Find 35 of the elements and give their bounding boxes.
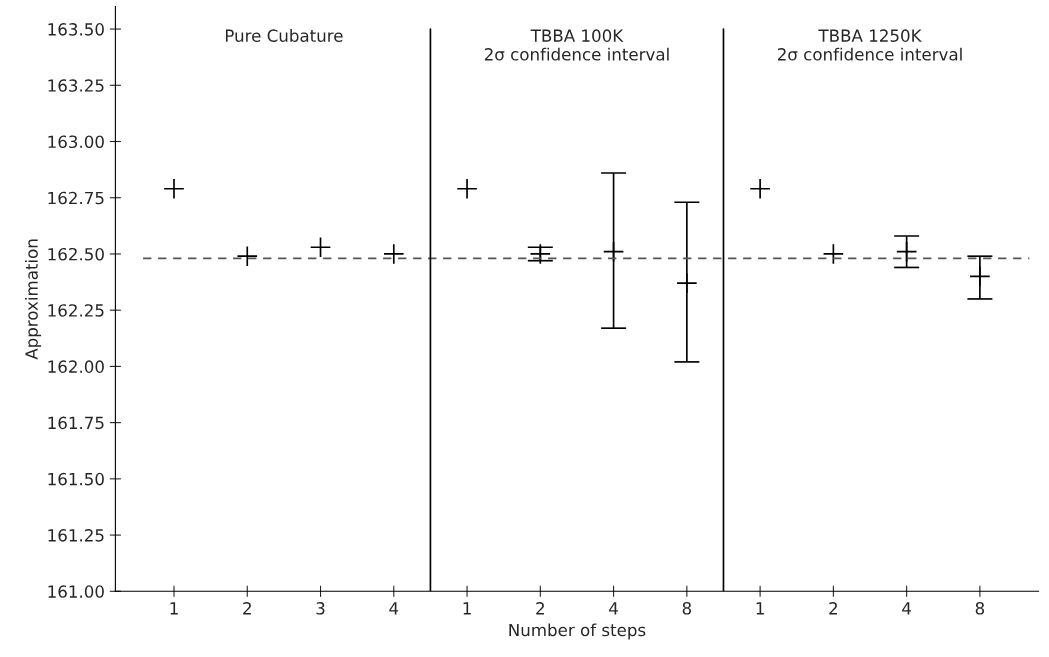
point [309,236,332,258]
annotation: TBBA 100K 2σ confidence interval [484,29,669,61]
point [456,178,478,200]
y-tick-label: 162.00 [48,360,104,373]
x-tick-label: 4 [902,602,911,615]
y-tick-label: 163.00 [48,135,104,149]
y-tick-label: 163.50 [48,23,104,36]
y-tick-label: 161.00 [48,585,104,598]
y-tick-label: 162.50 [48,247,104,261]
annotation: TBBA 1250K 2σ confidence interval [777,29,962,61]
y-tick-label: 161.25 [48,529,104,542]
x-tick-label: 1 [170,602,178,615]
x-tick-label: 1 [756,602,764,615]
x-tick-label: 2 [829,602,838,615]
x-tick-label: 8 [682,602,692,615]
y-tick-label: 162.25 [48,304,104,317]
y-tick-label: 163.25 [48,79,104,92]
x-tick-label: 3 [316,602,325,615]
point [236,245,258,267]
point [383,243,405,265]
point [749,178,771,200]
x-tick-label: 8 [975,602,985,615]
x-tick-label: 2 [536,602,544,615]
annotation: Pure Cubature [225,29,343,42]
x-tick-label: 4 [389,602,399,615]
point [163,178,185,200]
x-axis-title: Number of steps [509,623,646,640]
y-axis-title: Approximation [24,239,42,360]
x-tick-label: 4 [609,602,618,615]
point [822,243,845,265]
y-tick-label: 162.75 [48,191,104,205]
x-tick-label: 2 [243,602,251,615]
y-tick-label: 161.75 [48,416,104,430]
y-tick-label: 161.50 [48,472,104,486]
x-tick-label: 1 [463,602,471,615]
